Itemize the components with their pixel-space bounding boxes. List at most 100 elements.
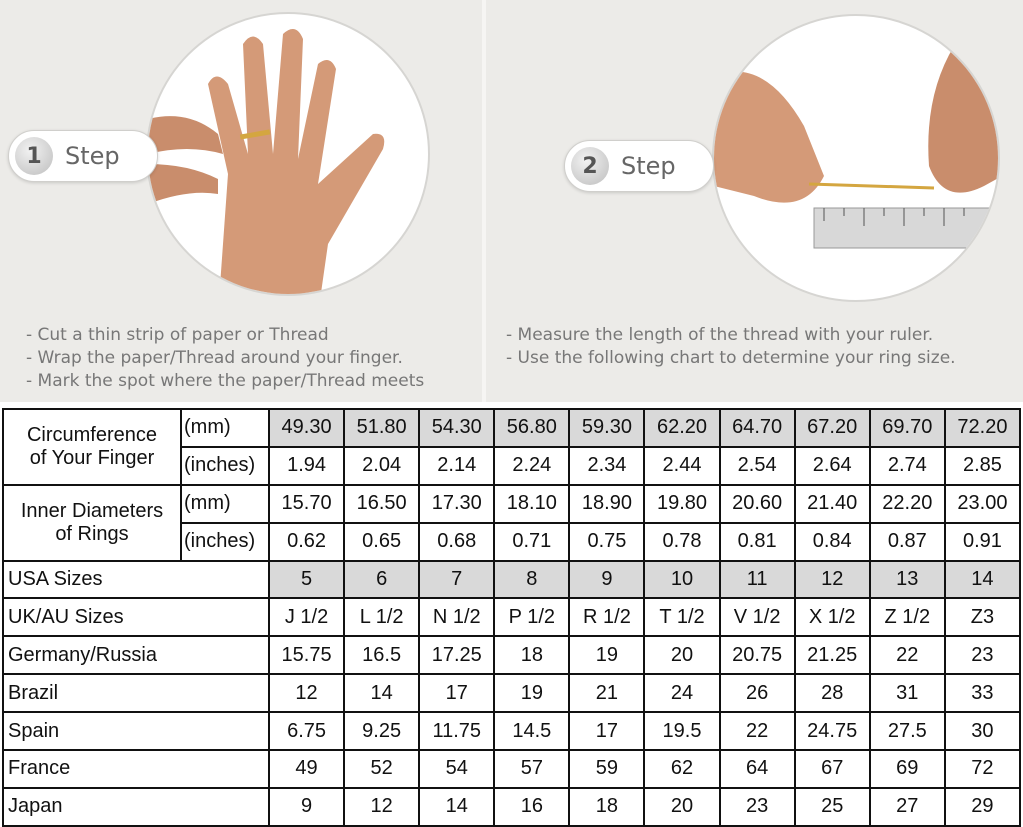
- table-cell: 15.70: [267, 483, 346, 524]
- table-cell: 2.34: [568, 445, 646, 486]
- table-cell: 13: [868, 559, 946, 600]
- table-cell: 23: [943, 635, 1022, 676]
- table-cell: 9.25: [343, 711, 421, 752]
- unit-label: (inches): [180, 445, 270, 486]
- step-label: Step: [65, 142, 120, 170]
- table-cell: 7: [418, 559, 496, 600]
- row-label: Germany/Russia: [2, 635, 270, 676]
- table-cell: 16: [493, 786, 571, 827]
- table-cell: 15.75: [267, 635, 346, 676]
- table-cell: 2.14: [418, 445, 496, 486]
- instruction: - Wrap the paper/Thread around your fing…: [26, 348, 403, 368]
- table-cell: 0.68: [418, 521, 496, 562]
- table-cell: 16.5: [343, 635, 421, 676]
- row-label: Brazil: [2, 673, 270, 714]
- table-row: Spain 6.75 9.25 11.75 14.5 17 19.5 22 24.75 27.5 3…: [2, 711, 1022, 752]
- table-cell: 0.71: [493, 521, 571, 562]
- table-cell: 17.25: [418, 635, 496, 676]
- circumference-label: of Your Finger: [2, 446, 182, 486]
- step-number: 2: [571, 147, 609, 185]
- instruction: - Cut a thin strip of paper or Thread: [26, 325, 329, 345]
- table-cell: 54.30: [418, 408, 496, 448]
- table-cell: 12: [343, 786, 421, 827]
- step-label: Step: [621, 152, 676, 180]
- diameter-label: Inner Diameters: [2, 483, 182, 523]
- diameter-label: of Rings: [2, 522, 182, 562]
- row-label: Japan: [2, 786, 270, 827]
- table-cell: 14: [418, 786, 496, 827]
- table-cell: 2.24: [493, 445, 571, 486]
- table-cell: P 1/2: [493, 597, 571, 638]
- step1-badge: 1 Step: [8, 130, 158, 182]
- circumference-label: Circumference: [2, 408, 182, 447]
- table-cell: 18: [568, 786, 646, 827]
- table-cell: 52: [343, 749, 421, 789]
- table-cell: 69: [868, 749, 946, 789]
- table-cell: 19: [493, 673, 571, 714]
- row-label: France: [2, 749, 270, 789]
- table-cell: 54: [418, 749, 496, 789]
- unit-label: (mm): [180, 408, 270, 448]
- table-cell: 10: [643, 559, 721, 600]
- instruction: - Mark the spot where the paper/Thread m…: [26, 371, 425, 391]
- table-cell: L 1/2: [343, 597, 421, 638]
- table-cell: 67: [793, 749, 871, 789]
- ruler-photo: [712, 14, 1000, 302]
- table-row: France 49 52 54 57 59 62 64 67 69 72: [2, 749, 1022, 789]
- table-row: Brazil 12 14 17 19 21 24 26 28 31 33: [2, 673, 1022, 714]
- table-cell: 56.80: [493, 408, 571, 448]
- table-row: Japan 9 12 14 16 18 20 23 25 27 29: [2, 786, 1022, 827]
- table-cell: 22: [868, 635, 946, 676]
- table-cell: 72.20: [943, 408, 1022, 448]
- table-cell: 0.65: [343, 521, 421, 562]
- table-cell: T 1/2: [643, 597, 721, 638]
- table-row: UK/AU Sizes J 1/2 L 1/2 N 1/2 P 1/2 R 1/2 T 1/…: [2, 597, 1022, 638]
- table-cell: 18.90: [568, 483, 646, 524]
- table-cell: Z3: [943, 597, 1022, 638]
- table-row: of Your Finger (inches) 1.94 2.04 2.14 2.24 2.…: [2, 445, 1022, 486]
- step2-panel: 2 Step - Measure the length of the threa…: [486, 0, 1023, 402]
- row-label: UK/AU Sizes: [2, 597, 270, 638]
- table-cell: 27.5: [868, 711, 946, 752]
- table-cell: 22: [718, 711, 796, 752]
- table-cell: 24: [643, 673, 721, 714]
- table-cell: 14.5: [493, 711, 571, 752]
- table-cell: 28: [793, 673, 871, 714]
- table-cell: 30: [943, 711, 1022, 752]
- table-cell: 0.87: [868, 521, 946, 562]
- table-row: Germany/Russia 15.75 16.5 17.25 18 19 20 20.75 2…: [2, 635, 1022, 676]
- step-number: 1: [15, 137, 53, 175]
- table-cell: 51.80: [343, 408, 421, 448]
- table-cell: 14: [343, 673, 421, 714]
- table-cell: 17: [568, 711, 646, 752]
- table-cell: 57: [493, 749, 571, 789]
- table-row: Circumference (mm) 49.30 51.80 54.30 56.80 59.…: [2, 408, 1022, 448]
- step1-instructions: - Cut a thin strip of paper or Thread - …: [26, 324, 424, 393]
- step1-panel: 1 Step - Cut a thin strip of paper or Th…: [0, 0, 482, 402]
- table-row: USA Sizes 5 6 7 8 9 10 11 12 13 14: [2, 559, 1022, 600]
- table-cell: 27: [868, 786, 946, 827]
- table-cell: 49.30: [267, 408, 346, 448]
- table-cell: 69.70: [868, 408, 946, 448]
- thread-ruler-illustration: [714, 36, 998, 249]
- table-cell: 20: [643, 786, 721, 827]
- table-cell: V 1/2: [718, 597, 796, 638]
- table-cell: 1.94: [267, 445, 346, 486]
- table-cell: 21: [568, 673, 646, 714]
- table-cell: 19.5: [643, 711, 721, 752]
- table-cell: 72: [943, 749, 1022, 789]
- table-cell: 49: [267, 749, 346, 789]
- table-cell: 14: [943, 559, 1022, 600]
- table-cell: 5: [267, 559, 346, 600]
- table-cell: 62: [643, 749, 721, 789]
- table-cell: 22.20: [868, 483, 946, 524]
- unit-label: (mm): [180, 483, 270, 524]
- table-cell: 0.62: [267, 521, 346, 562]
- table-cell: 2.44: [643, 445, 721, 486]
- table-cell: 33: [943, 673, 1022, 714]
- instruction: - Use the following chart to determine y…: [506, 348, 956, 368]
- table-cell: 24.75: [793, 711, 871, 752]
- table-cell: 20.60: [718, 483, 796, 524]
- step2-instructions: - Measure the length of the thread with …: [506, 324, 956, 370]
- step2-badge: 2 Step: [564, 140, 714, 192]
